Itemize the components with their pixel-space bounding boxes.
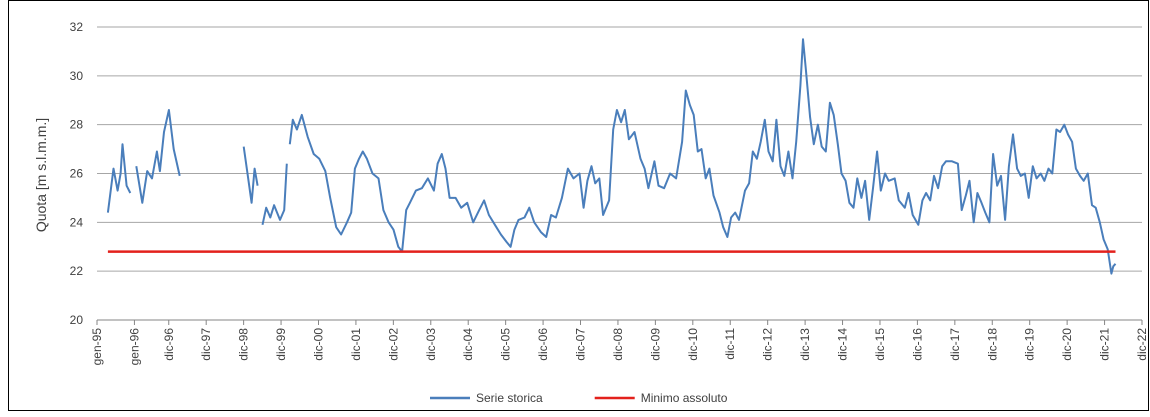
y-tick-label: 22 (70, 264, 84, 278)
x-tick-label: dic-09 (648, 328, 662, 361)
y-tick-label: 32 (70, 20, 84, 34)
x-tick-label: dic-07 (574, 328, 588, 361)
x-tick-label: dic-22 (1135, 328, 1149, 361)
x-tick-label: dic-11 (723, 328, 737, 360)
y-axis-title: Quota [m s.l.m.m.] (33, 118, 49, 232)
x-tick-label: dic-05 (499, 328, 513, 361)
chart-frame (8, 0, 1149, 411)
x-tick-label: dic-08 (611, 328, 625, 361)
x-tick-label: dic-15 (873, 328, 887, 361)
series-line (106, 38, 1117, 275)
x-tick-label: dic-21 (1098, 328, 1112, 361)
x-tick-label: dic-13 (798, 328, 812, 361)
x-tick-label: dic-14 (836, 328, 850, 361)
x-tick-label: dic-20 (1060, 328, 1074, 361)
x-tick-label: dic-03 (424, 328, 438, 361)
y-tick-label: 30 (70, 69, 84, 83)
x-tick-label: dic-01 (349, 328, 363, 361)
x-tick-label: dic-12 (761, 328, 775, 361)
x-tick-label: dic-04 (461, 328, 475, 361)
x-tick-label: dic-02 (386, 328, 400, 361)
y-tick-label: 24 (70, 215, 84, 229)
y-tick-label: 28 (70, 118, 84, 132)
x-tick-label: dic-06 (536, 328, 550, 361)
x-tick-label: dic-96 (162, 328, 176, 361)
x-tick-label: dic-98 (237, 328, 251, 361)
x-tick-label: dic-99 (274, 328, 288, 361)
y-tick-label: 20 (70, 313, 84, 327)
x-tick-label: gen-95 (90, 328, 104, 366)
x-tick-label: dic-18 (985, 328, 999, 361)
legend-label: Serie storica (476, 391, 543, 405)
x-tick-label: gen-96 (127, 328, 141, 366)
x-tick-label: dic-97 (199, 328, 213, 361)
x-tick-label: dic-19 (1023, 328, 1037, 361)
x-tick-label: dic-00 (311, 328, 325, 361)
x-tick-label: dic-10 (686, 328, 700, 361)
x-tick-label: dic-17 (948, 328, 962, 361)
legend-label: Minimo assoluto (641, 391, 728, 405)
y-tick-label: 26 (70, 167, 84, 181)
x-tick-label: dic-16 (910, 328, 924, 361)
